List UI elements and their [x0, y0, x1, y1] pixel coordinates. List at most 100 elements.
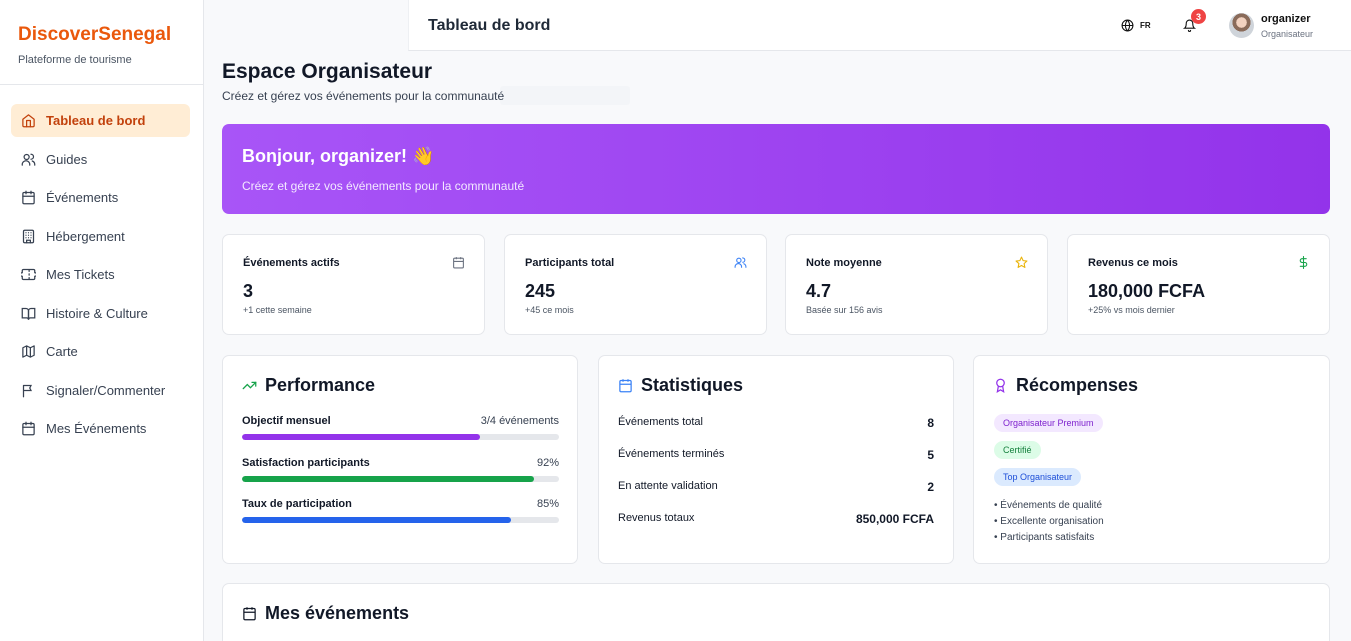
progress-value: 92% — [536, 457, 559, 469]
trending-up-icon — [242, 378, 257, 393]
home-icon — [21, 113, 36, 128]
brand-logo-text[interactable]: DiscoverSenegal — [18, 24, 172, 45]
card-title: Performance — [242, 375, 375, 396]
topbar: Tableau de bord FR 3 organizer Organisat… — [408, 0, 1351, 51]
user-role: Organisateur — [1261, 29, 1314, 39]
progress-bar — [242, 434, 559, 440]
calendar-icon — [21, 190, 36, 205]
stat-row: Revenus totaux 850,000 FCFA — [618, 512, 934, 526]
stat-label: Participants total — [525, 257, 615, 269]
stat-row-value: 850,000 FCFA — [855, 512, 934, 526]
background-placeholder — [500, 86, 630, 105]
sidebar-item-report-comment[interactable]: Signaler/Commenter — [11, 374, 190, 407]
sidebar-item-guides[interactable]: Guides — [11, 143, 190, 176]
notification-badge: 3 — [1191, 9, 1206, 24]
stat-card-rating: Note moyenne 4.7 Basée sur 156 avis — [785, 234, 1048, 335]
card-title: Statistiques — [618, 375, 743, 396]
stat-label: Note moyenne — [806, 257, 882, 269]
reward-badge: Organisateur Premium — [994, 414, 1103, 432]
stat-value: 3 — [243, 281, 254, 301]
stat-row-label: Événements terminés — [618, 448, 725, 460]
stat-card-revenue: Revenus ce mois 180,000 FCFA +25% vs moi… — [1067, 234, 1330, 335]
users-icon — [734, 256, 747, 269]
topbar-title: Tableau de bord — [428, 17, 551, 34]
award-icon — [993, 378, 1008, 393]
stat-row-label: Événements total — [618, 416, 703, 428]
stat-note: +45 ce mois — [525, 305, 574, 315]
page-subtitle: Créez et gérez vos événements pour la co… — [222, 89, 505, 103]
sidebar-item-dashboard[interactable]: Tableau de bord — [11, 104, 190, 137]
bell-icon[interactable] — [1183, 19, 1196, 32]
stat-card-participants: Participants total 245 +45 ce mois — [504, 234, 767, 335]
progress-fill — [242, 434, 480, 440]
calendar-icon — [452, 256, 465, 269]
calendar-icon — [242, 606, 257, 621]
sidebar-nav: Tableau de bord Guides Événements Héberg… — [0, 85, 203, 445]
language-switcher[interactable]: FR — [1121, 19, 1151, 32]
sidebar-item-history-culture[interactable]: Histoire & Culture — [11, 297, 190, 330]
stat-row-label: Revenus totaux — [618, 512, 695, 524]
calendar-icon — [21, 421, 36, 436]
globe-icon — [1121, 19, 1134, 32]
progress-row: Objectif mensuel 3/4 événements — [242, 415, 559, 440]
progress-label: Satisfaction participants — [242, 457, 370, 469]
sidebar-item-label: Guides — [46, 151, 88, 167]
stat-card-active-events: Événements actifs 3 +1 cette semaine — [222, 234, 485, 335]
user-name[interactable]: organizer — [1261, 13, 1311, 25]
brand: DiscoverSenegal Plateforme de tourisme — [0, 0, 203, 85]
card-title: Récompenses — [993, 375, 1138, 396]
card-title-text: Performance — [265, 375, 376, 395]
stat-row-value: 8 — [927, 416, 934, 430]
stat-row: En attente validation 2 — [618, 480, 934, 494]
sidebar-item-label: Histoire & Culture — [46, 305, 148, 321]
stat-label: Événements actifs — [243, 257, 340, 269]
statistics-card: Statistiques Événements total 8 Événement… — [598, 355, 954, 564]
stat-row-value: 2 — [927, 480, 934, 494]
progress-bar — [242, 517, 559, 523]
reward-badge: Certifié — [994, 441, 1041, 459]
stat-note: +25% vs mois dernier — [1088, 305, 1175, 315]
card-title-text: Récompenses — [1016, 375, 1139, 395]
stat-value: 245 — [525, 281, 556, 301]
progress-fill — [242, 517, 512, 523]
stat-row-label: En attente validation — [618, 480, 718, 492]
sidebar-item-tickets[interactable]: Mes Tickets — [11, 258, 190, 291]
card-title: Mes événements — [242, 603, 409, 624]
stat-row-value: 5 — [927, 448, 934, 462]
progress-bar — [242, 476, 559, 482]
language-label: FR — [1140, 21, 1151, 30]
avatar[interactable] — [1229, 13, 1254, 38]
sidebar-item-my-events[interactable]: Mes Événements — [11, 412, 190, 445]
progress-label: Taux de participation — [242, 498, 352, 510]
stat-note: +1 cette semaine — [243, 305, 312, 315]
calendar-icon — [618, 378, 633, 393]
ticket-icon — [21, 267, 36, 282]
progress-row: Satisfaction participants 92% — [242, 457, 559, 482]
my-events-card: Mes événements — [222, 583, 1330, 641]
users-icon — [21, 152, 36, 167]
sidebar-item-map[interactable]: Carte — [11, 335, 190, 368]
stat-row: Événements terminés 5 — [618, 448, 934, 462]
star-icon — [1015, 256, 1028, 269]
sidebar-item-label: Événements — [46, 190, 119, 205]
card-title-text: Mes événements — [265, 603, 410, 623]
reward-list-item: • Événements de qualité — [994, 500, 1103, 511]
flag-icon — [21, 383, 36, 398]
card-title-text: Statistiques — [641, 375, 744, 395]
book-icon — [21, 306, 36, 321]
sidebar-item-label: Mes Tickets — [46, 267, 115, 282]
stat-value: 4.7 — [806, 281, 832, 301]
sidebar-item-label: Mes Événements — [46, 421, 147, 436]
reward-list: • Événements de qualité • Excellente org… — [994, 498, 1104, 546]
progress-value: 85% — [536, 498, 559, 510]
building-icon — [21, 229, 36, 244]
welcome-subtitle: Créez et gérez vos événements pour la co… — [242, 179, 525, 193]
sidebar-item-events[interactable]: Événements — [11, 181, 190, 214]
performance-card: Performance Objectif mensuel 3/4 événemen… — [222, 355, 578, 564]
brand-tagline: Plateforme de tourisme — [18, 54, 132, 66]
sidebar-item-accommodation[interactable]: Hébergement — [11, 220, 190, 253]
stat-row: Événements total 8 — [618, 416, 934, 430]
progress-value: 3/4 événements — [480, 415, 559, 427]
stat-note: Basée sur 156 avis — [806, 305, 883, 315]
progress-fill — [242, 476, 534, 482]
